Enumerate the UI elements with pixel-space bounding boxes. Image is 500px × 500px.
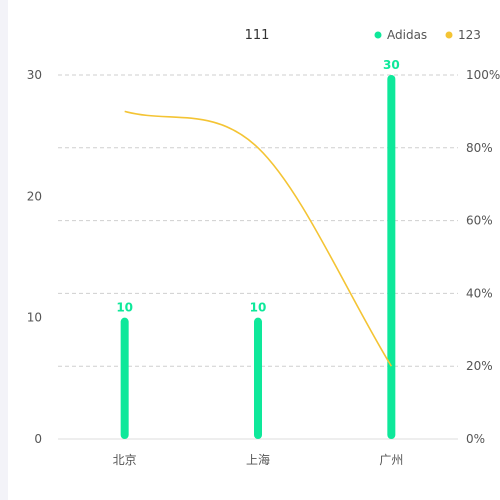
y-left-tick-label: 0 [34, 432, 42, 446]
y-left-tick-label: 30 [27, 68, 42, 82]
y-right-tick-label: 80% [466, 141, 493, 155]
bar [120, 317, 129, 439]
y-right-tick-label: 100% [466, 68, 500, 82]
bar-value-labels: 10 10 30 [116, 58, 399, 315]
y-right-tick-label: 40% [466, 286, 493, 300]
y-left-tick-label: 10 [27, 311, 42, 325]
legend-marker-adidas [374, 31, 382, 39]
legend-label-adidas: Adidas [387, 28, 427, 42]
y-right-tick-label: 20% [466, 359, 493, 373]
legend-marker-123 [445, 31, 453, 39]
legend: Adidas 123 [374, 28, 481, 42]
bar-series [120, 75, 396, 439]
y-axis-right: 0% 20% 40% 60% 80% 100% [466, 68, 500, 446]
bar-value-label: 10 [116, 301, 133, 315]
bar [387, 75, 396, 439]
bar [254, 317, 262, 439]
y-right-tick-label: 0% [466, 432, 485, 446]
y-right-tick-label: 60% [466, 214, 493, 228]
legend-label-123: 123 [458, 28, 481, 42]
bar-value-label: 10 [250, 301, 267, 315]
x-tick-label: 北京 [113, 453, 137, 467]
y-axis-left: 0 10 20 30 [27, 68, 42, 446]
x-tick-label: 上海 [246, 452, 270, 467]
x-axis: 北京 上海 广州 [113, 452, 404, 467]
bar-value-label: 30 [383, 58, 400, 72]
line-path [124, 110, 393, 367]
line-series [124, 110, 393, 367]
x-tick-label: 广州 [379, 453, 403, 467]
chart-title: 111 [245, 28, 270, 43]
y-left-tick-label: 20 [27, 189, 42, 203]
chart-card: 111 Adidas 123 0 10 20 30 0% 20% 40% 60% 80% 100%… [8, 0, 500, 500]
